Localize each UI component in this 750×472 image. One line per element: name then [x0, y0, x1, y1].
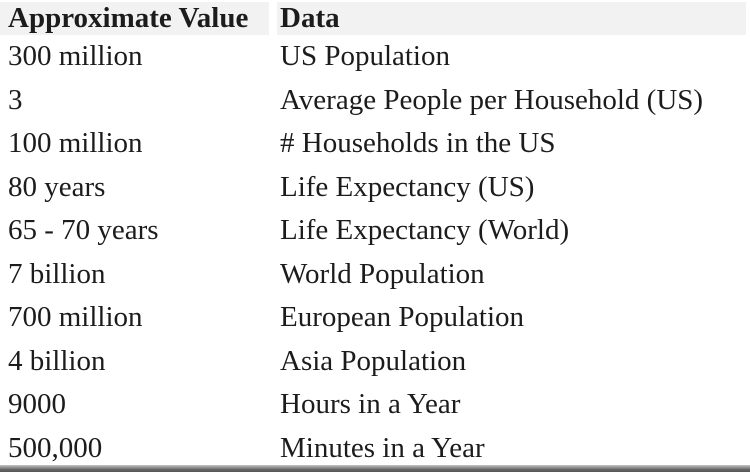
- table-row: 3 Average People per Household (US): [0, 79, 746, 123]
- value-cell: 65 - 70 years: [8, 214, 159, 247]
- value-cell: 3: [8, 83, 23, 116]
- column-header-data: Data: [277, 2, 746, 35]
- table-row: 300 million US Population: [0, 35, 746, 79]
- value-cell: 700 million: [8, 301, 143, 334]
- data-cell: US Population: [280, 40, 450, 73]
- data-cell: Minutes in a Year: [280, 431, 485, 464]
- value-cell: 9000: [8, 388, 66, 421]
- table-row: 100 million # Households in the US: [0, 122, 746, 166]
- value-cell: 100 million: [8, 127, 143, 160]
- table-header-row: Approximate Value Data: [0, 2, 746, 35]
- column-header-approximate-value: Approximate Value: [0, 2, 269, 35]
- table-row: 500,000 Minutes in a Year: [0, 427, 746, 471]
- bottom-cutoff-bar: [0, 465, 750, 472]
- table-row: 700 million European Population: [0, 296, 746, 340]
- data-cell: World Population: [280, 257, 485, 290]
- data-cell: Hours in a Year: [280, 388, 461, 421]
- table-row: 80 years Life Expectancy (US): [0, 166, 746, 210]
- table-row: 9000 Hours in a Year: [0, 383, 746, 427]
- value-cell: 500,000: [8, 431, 103, 464]
- data-cell: European Population: [280, 301, 525, 334]
- data-cell: # Households in the US: [280, 127, 556, 160]
- value-cell: 4 billion: [8, 344, 106, 377]
- data-cell: Life Expectancy (World): [280, 214, 570, 247]
- value-cell: 80 years: [8, 170, 106, 203]
- data-cell: Asia Population: [280, 344, 467, 377]
- value-cell: 300 million: [8, 40, 143, 73]
- table-row: 65 - 70 years Life Expectancy (World): [0, 209, 746, 253]
- table-row: 4 billion Asia Population: [0, 340, 746, 384]
- data-cell: Average People per Household (US): [280, 83, 704, 116]
- table-row: 7 billion World Population: [0, 253, 746, 297]
- data-cell: Life Expectancy (US): [280, 170, 535, 203]
- value-cell: 7 billion: [8, 257, 106, 290]
